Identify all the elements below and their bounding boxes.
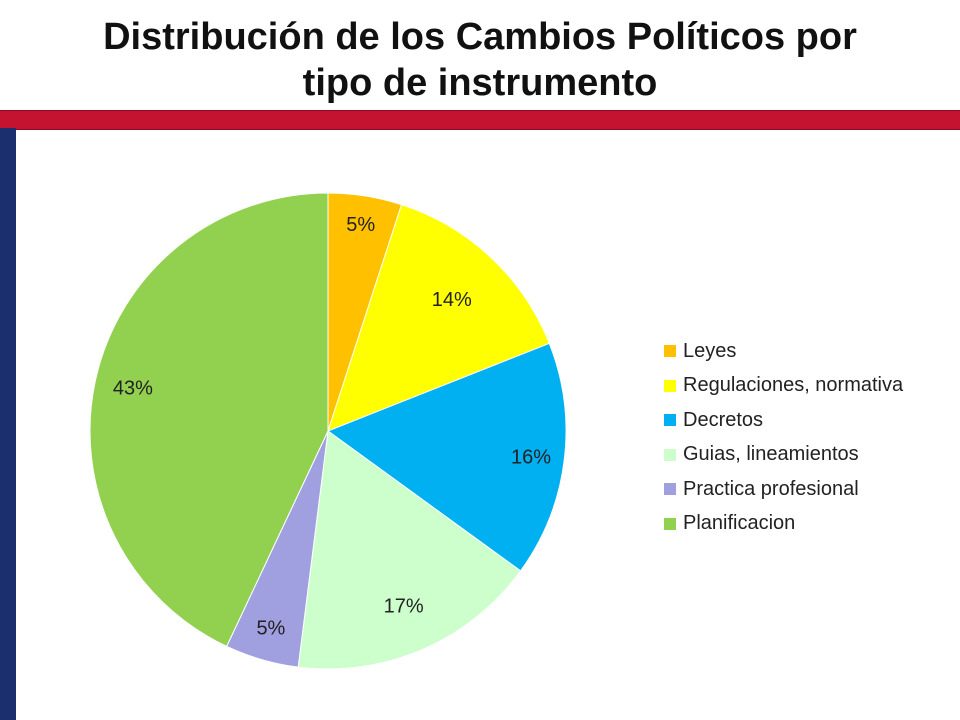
legend-item-practica: Practica profesional bbox=[664, 472, 903, 507]
data-label-decretos: 16% bbox=[511, 447, 551, 469]
title-line-1: Distribución de los Cambios Políticos po… bbox=[103, 16, 857, 58]
legend-item-decretos: Decretos bbox=[664, 403, 903, 438]
data-label-leyes: 5% bbox=[346, 214, 375, 236]
data-label-regulaciones: 14% bbox=[432, 289, 472, 311]
data-label-guias: 17% bbox=[384, 596, 424, 618]
legend-label-planificacion: Planificacion bbox=[683, 512, 796, 535]
legend-swatch-decretos bbox=[664, 414, 676, 427]
legend-label-practica: Practica profesional bbox=[683, 477, 859, 500]
title-line-2: tipo de instrumento bbox=[302, 62, 658, 104]
header-divider-bar bbox=[0, 110, 960, 130]
pie-slice-decretos bbox=[326, 342, 567, 572]
legend-item-planificacion: Planificacion bbox=[664, 507, 903, 542]
legend-swatch-regulaciones bbox=[664, 379, 676, 392]
data-label-planificacion: 43% bbox=[113, 377, 153, 399]
chart-legend: Leyes Regulaciones, normativa Decretos G… bbox=[664, 334, 903, 541]
slide-title: Distribución de los Cambios Políticos po… bbox=[0, 14, 960, 106]
pie-slice-guias bbox=[297, 430, 522, 670]
pie-slice-regulaciones bbox=[327, 204, 550, 432]
data-label-practica: 5% bbox=[256, 618, 285, 640]
left-accent-bar bbox=[0, 128, 16, 720]
legend-swatch-guias bbox=[664, 448, 676, 461]
legend-item-leyes: Leyes bbox=[664, 334, 903, 369]
legend-label-regulaciones: Regulaciones, normativa bbox=[683, 374, 904, 397]
legend-item-regulaciones: Regulaciones, normativa bbox=[664, 369, 903, 404]
legend-swatch-planificacion bbox=[664, 517, 676, 530]
legend-swatch-practica bbox=[664, 483, 676, 496]
legend-item-guias: Guias, lineamientos bbox=[664, 438, 903, 473]
legend-swatch-leyes bbox=[664, 345, 676, 358]
pie-slice-planificacion bbox=[89, 192, 329, 648]
legend-label-guias: Guias, lineamientos bbox=[683, 443, 859, 466]
legend-label-decretos: Decretos bbox=[683, 408, 764, 431]
legend-label-leyes: Leyes bbox=[683, 339, 737, 362]
